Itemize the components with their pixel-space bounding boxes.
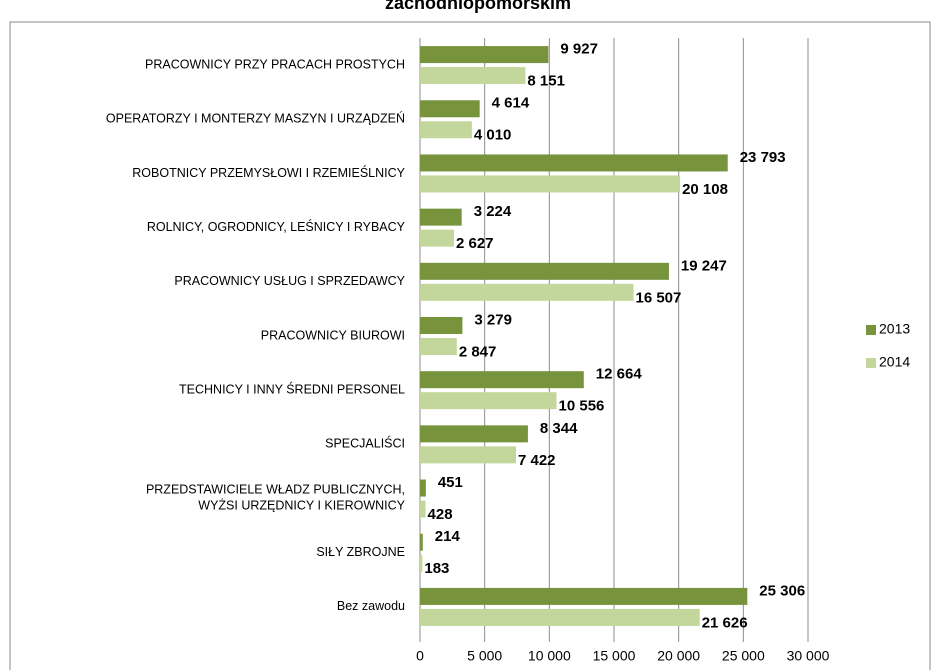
value-label: 3 279	[474, 311, 512, 328]
bar	[420, 371, 584, 389]
bar	[420, 262, 669, 280]
value-label: 16 507	[635, 289, 681, 306]
y-tick-label: ROBOTNICY PRZEMYSŁOWI I RZEMIEŚLNICY	[132, 165, 405, 180]
bar	[420, 425, 528, 443]
value-label: 21 626	[702, 614, 748, 631]
bar	[420, 533, 423, 551]
x-tick-label: 10 000	[528, 648, 571, 664]
bar	[420, 229, 454, 247]
bar	[420, 500, 426, 518]
x-tick-label: 0	[416, 648, 424, 664]
bar	[420, 554, 423, 572]
y-tick-label: SPECJALIŚCI	[325, 436, 405, 451]
value-label: 214	[435, 528, 461, 545]
value-label: 4 614	[492, 95, 530, 112]
value-label: 183	[424, 560, 449, 577]
chart-title: zachodniopomorskim	[385, 0, 571, 13]
legend-swatch	[866, 358, 876, 368]
bar	[420, 446, 516, 464]
value-label: 4 010	[474, 127, 512, 144]
bar	[420, 587, 748, 605]
y-tick-label: TECHNICY I INNY ŚREDNI PERSONEL	[179, 381, 405, 396]
value-label: 3 224	[474, 203, 512, 220]
y-tick-label: PRACOWNICY BIUROWI	[261, 328, 405, 342]
y-tick-label: Bez zawodu	[337, 599, 405, 613]
value-label: 12 664	[596, 366, 643, 383]
bar	[420, 608, 700, 626]
bar	[420, 392, 557, 410]
value-label: 10 556	[559, 398, 605, 415]
bar	[420, 100, 480, 118]
value-label: 451	[438, 474, 463, 491]
x-tick-label: 15 000	[593, 648, 636, 664]
value-label: 2 627	[456, 235, 494, 252]
bar	[420, 317, 463, 334]
y-tick-label: ROLNICY, OGRODNICY, LEŚNICY I RYBACY	[147, 219, 406, 234]
bar	[420, 67, 526, 85]
x-tick-label: 5 000	[467, 648, 502, 664]
x-tick-label: 20 000	[657, 648, 700, 664]
legend-label: 2013	[879, 321, 910, 337]
bar	[420, 283, 634, 301]
y-tick-label: PRACOWNICY PRZY PRACACH PROSTYCH	[145, 57, 405, 71]
x-tick-label: 30 000	[787, 648, 830, 664]
bar	[420, 208, 462, 226]
value-label: 7 422	[518, 452, 556, 469]
y-tick-label: OPERATORZY I MONTERZY MASZYN I URZĄDZEŃ	[106, 111, 405, 126]
bar	[420, 338, 457, 355]
value-label: 2 847	[459, 343, 497, 360]
value-label: 23 793	[740, 149, 786, 166]
value-label: 8 151	[527, 73, 565, 90]
bar	[420, 175, 681, 193]
bar	[420, 121, 472, 139]
value-label: 428	[428, 506, 453, 523]
legend-label: 2014	[879, 354, 910, 370]
bar	[420, 154, 728, 172]
y-tick-label: PRZEDSTAWICIELE WŁADZ PUBLICZNYCH, WYŻSI …	[146, 483, 406, 513]
x-tick-label: 25 000	[722, 648, 765, 664]
y-tick-label: PRACOWNICY USŁUG I SPRZEDAWCY	[174, 274, 405, 288]
value-label: 20 108	[682, 181, 728, 198]
y-tick-label: SIŁY ZBROJNE	[316, 545, 405, 559]
value-label: 19 247	[681, 257, 727, 274]
bar	[420, 46, 549, 64]
value-label: 8 344	[540, 420, 578, 437]
legend-swatch	[866, 325, 876, 335]
value-label: 9 927	[560, 41, 598, 58]
value-label: 25 306	[759, 582, 805, 599]
bar	[420, 479, 426, 497]
